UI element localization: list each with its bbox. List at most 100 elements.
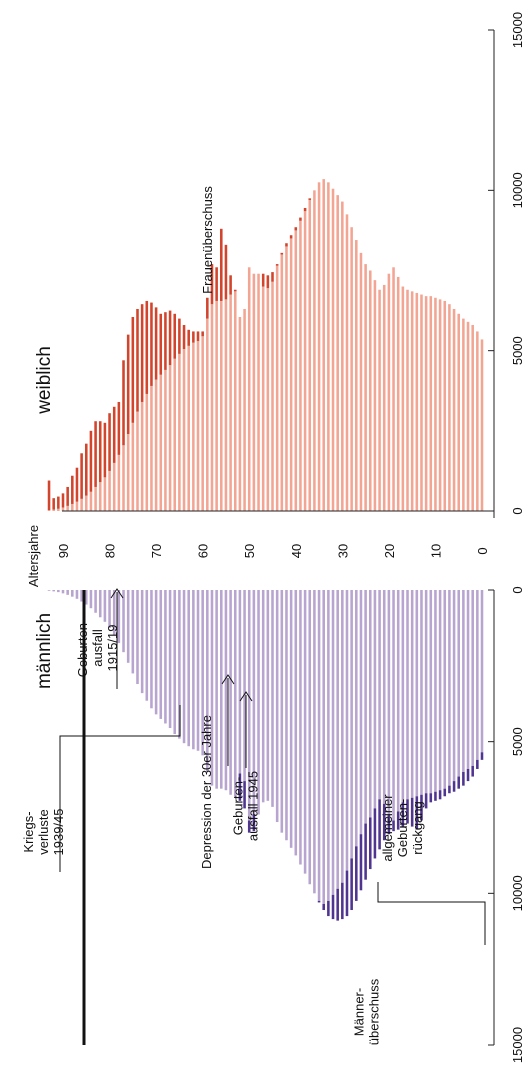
male-surplus-bar-age-7 [448, 785, 451, 794]
male-bar-age-26 [359, 590, 363, 835]
male-bar-age-86 [80, 590, 83, 602]
female-surplus-bar-age-68 [164, 312, 167, 370]
male-bar-age-90 [61, 590, 65, 594]
male-surplus-bar-age-13 [420, 794, 423, 821]
female-bar-age-14 [415, 292, 419, 511]
female-surplus-bar-age-37 [308, 198, 312, 200]
male-surplus-bar-age-15 [410, 797, 414, 827]
value-tick-group: 0 0 5000 5000 10000 10000 15000 15000 [488, 12, 525, 1063]
female-surplus-bar-age-66 [173, 313, 177, 359]
arrowhead-depression [221, 674, 235, 685]
female-bar-age-20 [387, 273, 391, 511]
male-bar-age-4 [462, 590, 465, 772]
female-bar-age-66 [173, 358, 177, 511]
male-bar-age-93 [47, 590, 51, 591]
male-bar-age-44 [275, 590, 279, 823]
male-bar-age-79 [112, 590, 116, 636]
male-bar-age-83 [94, 590, 97, 613]
female-value-tick-label: 15000 [510, 12, 525, 48]
male-surplus-bar-age-50 [247, 820, 251, 833]
female-surplus-bar-age-89 [66, 486, 69, 506]
male-bar-age-8 [443, 590, 447, 789]
female-bar-age-45 [271, 281, 274, 511]
male-bar-age-27 [355, 590, 358, 847]
female-surplus-bar-age-70 [154, 307, 158, 380]
age-axis-title: Altersjahre [26, 525, 41, 587]
female-bar-age-25 [364, 264, 367, 511]
male-bar-age-38 [303, 590, 307, 874]
male-surplus-bar-age-30 [341, 882, 344, 920]
female-surplus-bar-age-41 [289, 235, 293, 239]
female-bar-age-77 [122, 445, 125, 511]
male-surplus-bar-age-31 [336, 888, 339, 921]
female-bar-age-47 [261, 286, 265, 511]
male-bar-age-6 [452, 590, 456, 782]
male-surplus-bar-age-33 [327, 900, 330, 917]
female-bar-age-22 [378, 289, 381, 511]
male-value-tick-label: 0 [510, 586, 525, 593]
female-surplus-bar-age-79 [112, 406, 116, 463]
female-bar-age-74 [136, 411, 139, 511]
annotation-kriegsverluste: Kriegs-verluste1939/45 [21, 809, 66, 856]
male-bar-age-56 [220, 590, 223, 789]
female-bar-age-13 [420, 294, 423, 511]
age-tick-label: 80 [103, 544, 118, 558]
female-surplus-bar-age-69 [159, 313, 163, 375]
male-surplus-bar-age-0 [480, 752, 484, 760]
male-surplus-bar-age-19 [392, 820, 395, 832]
female-bar-age-78 [117, 454, 121, 511]
female-bar-age-11 [429, 296, 433, 511]
age-tick-label: 30 [335, 544, 350, 558]
male-bar-age-43 [280, 590, 284, 833]
male-bar-age-18 [396, 590, 400, 812]
male-surplus-bar-age-3 [466, 768, 470, 782]
male-bar-age-34 [322, 590, 325, 904]
female-surplus-bar-age-82 [98, 421, 102, 483]
female-bar-age-48 [257, 273, 260, 511]
female-surplus-bar-age-84 [89, 430, 93, 492]
male-bar-age-32 [331, 590, 335, 895]
female-surplus-bar-age-72 [145, 300, 149, 394]
female-surplus-bar-age-80 [108, 413, 111, 471]
male-bar-age-20 [387, 590, 391, 815]
female-bar-age-57 [215, 300, 218, 511]
female-surplus-bar-age-83 [94, 421, 97, 487]
female-bar-age-42 [285, 246, 288, 511]
female-bar-age-9 [438, 299, 442, 511]
female-bar-age-89 [66, 505, 69, 511]
male-bar-age-59 [206, 590, 209, 772]
female-bar-age-33 [327, 182, 330, 511]
female-surplus-bar-age-47 [261, 273, 265, 287]
male-surplus-bar-age-18 [396, 811, 400, 830]
female-bar-age-81 [103, 477, 107, 511]
male-bar-age-62 [192, 590, 195, 750]
female-bar-age-18 [396, 276, 400, 511]
female-surplus-bar-age-60 [201, 331, 204, 337]
annotation-geburtenausfall-1945: Geburten-ausfall 1945 [231, 771, 261, 841]
female-bar-age-85 [85, 495, 88, 511]
male-bar-age-89 [66, 590, 69, 595]
male-surplus-label: Männer-überschuss [352, 978, 382, 1045]
female-surplus-bar-age-54 [229, 275, 232, 295]
female-bar-age-37 [308, 199, 312, 511]
annotation-geburtenrueckgang: allgemeinerGeburten-rückgang [380, 794, 425, 862]
male-bar-age-60 [201, 590, 204, 756]
male-bar-age-72 [145, 590, 149, 701]
female-bar-age-8 [443, 300, 447, 511]
male-bar-age-1 [476, 590, 479, 760]
male-bar-age-47 [261, 590, 265, 803]
female-bar-age-10 [434, 297, 437, 511]
male-bar-age-19 [392, 590, 395, 821]
female-bar-age-52 [238, 317, 242, 511]
male-value-tick-label: 10000 [510, 875, 525, 911]
male-surplus-bar-age-16 [406, 799, 409, 824]
female-bar-age-24 [368, 270, 372, 511]
male-bar-age-67 [168, 590, 172, 729]
female-surplus-bar-age-64 [182, 325, 186, 350]
female-surplus-bar-age-44 [275, 264, 279, 266]
female-bar-age-19 [392, 267, 395, 511]
female-surplus-bar-age-86 [80, 453, 83, 499]
male-bar-age-52 [238, 590, 242, 774]
male-bar-age-77 [122, 590, 125, 653]
female-bar-age-62 [192, 342, 195, 511]
